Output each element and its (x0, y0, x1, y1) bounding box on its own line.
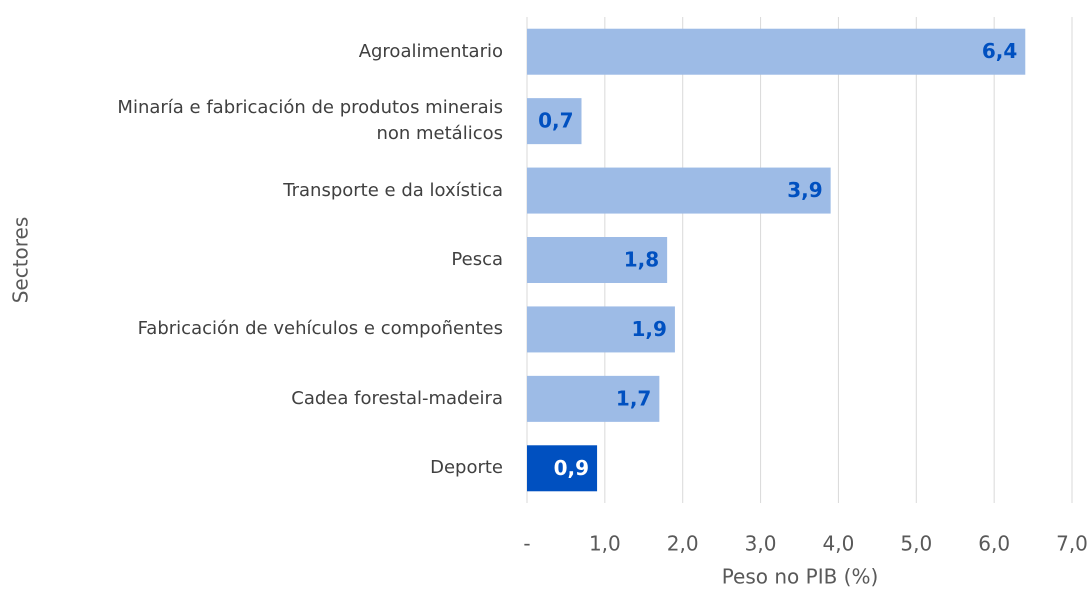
y-tick-label: Minaría e fabricación de produtos minera… (117, 97, 503, 145)
data-label: 1,7 (616, 386, 651, 410)
data-label: 1,8 (624, 248, 659, 272)
x-tick-label: 5,0 (900, 532, 932, 556)
y-axis-title: Sectores (9, 217, 33, 304)
x-tick-label: 7,0 (1056, 532, 1088, 556)
x-tick-label: 6,0 (978, 532, 1010, 556)
y-tick-label: Agroalimentario (358, 40, 503, 62)
data-label: 6,4 (982, 39, 1017, 63)
data-label: 0,7 (538, 109, 573, 133)
bar (527, 306, 675, 353)
y-tick-label: Cadea forestal-madeira (291, 387, 503, 409)
x-tick-label: 2,0 (667, 532, 699, 556)
data-label: 0,9 (554, 456, 589, 480)
bar (527, 98, 582, 145)
x-tick-label: 4,0 (823, 532, 855, 556)
y-tick-label: Pesca (451, 249, 503, 270)
bar (527, 375, 660, 422)
y-tick-label: Fabricación de vehículos e compoñentes (137, 318, 503, 340)
bar (527, 167, 831, 214)
x-tick-label: - (523, 532, 530, 556)
bar (527, 445, 598, 492)
data-label: 1,9 (631, 317, 666, 341)
x-axis-title: Peso no PIB (%) (722, 565, 879, 589)
data-label: 3,9 (787, 178, 822, 202)
bar (527, 28, 1026, 75)
bar (527, 237, 668, 283)
y-tick-label: Transporte e da loxística (283, 179, 503, 201)
x-tick-label: 1,0 (589, 532, 621, 556)
x-tick-label: 3,0 (745, 532, 777, 556)
y-tick-label: Deporte (430, 457, 503, 479)
